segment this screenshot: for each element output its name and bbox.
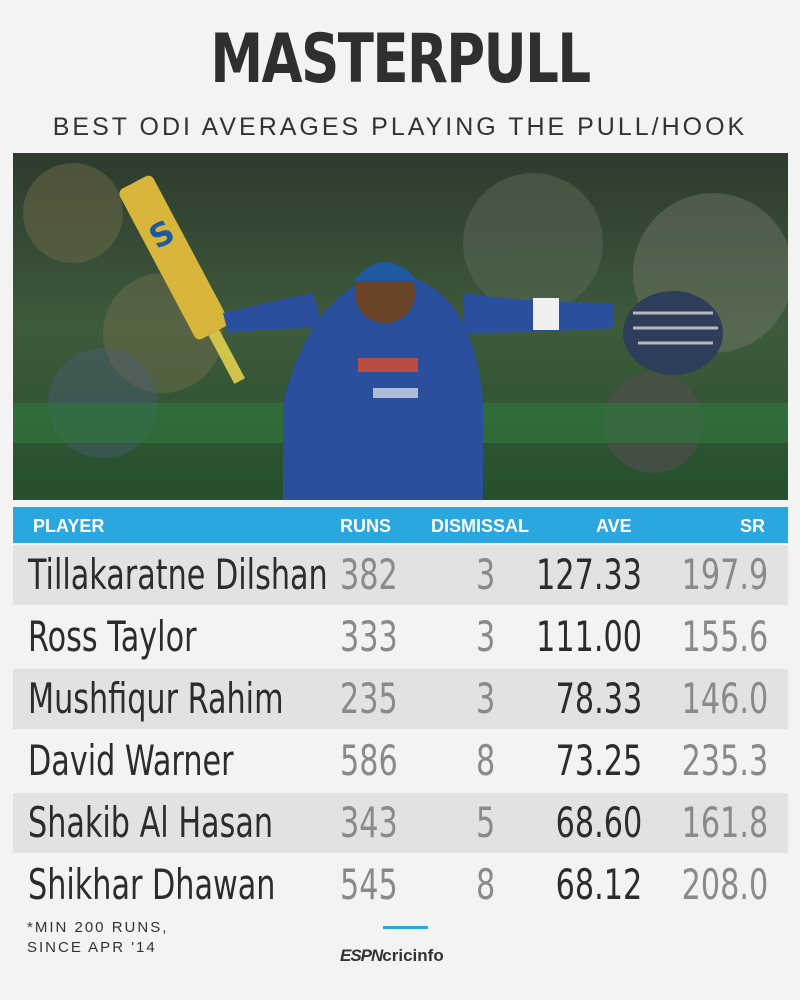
runs-value: 343 bbox=[340, 798, 398, 847]
table-row: David Warner 586 8 73.25 235.3 bbox=[13, 731, 788, 791]
runs-value: 545 bbox=[340, 860, 398, 909]
player-name: Tillakaratne Dilshan bbox=[28, 550, 328, 599]
strike-rate-value: 197.9 bbox=[681, 550, 768, 599]
espncricinfo-logo: ESPNcricinfo bbox=[340, 946, 444, 966]
average-value: 73.25 bbox=[555, 736, 642, 785]
table-row: Mushfiqur Rahim 235 3 78.33 146.0 bbox=[13, 669, 788, 729]
player-name: Ross Taylor bbox=[28, 612, 197, 661]
page-subtitle: BEST ODI AVERAGES PLAYING THE PULL/HOOK bbox=[52, 113, 748, 141]
strike-rate-value: 161.8 bbox=[681, 798, 768, 847]
accent-divider bbox=[383, 926, 428, 929]
logo-espn: ESPN bbox=[340, 946, 383, 965]
dismissal-value: 8 bbox=[476, 860, 496, 909]
footnote-line-2: SINCE APR '14 bbox=[27, 939, 157, 956]
player-name: Mushfiqur Rahim bbox=[28, 674, 284, 723]
header-player: PLAYER bbox=[33, 516, 105, 536]
strike-rate-value: 235.3 bbox=[681, 736, 768, 785]
header-dismissal: DISMISSAL bbox=[431, 516, 530, 536]
table-row: Ross Taylor 333 3 111.00 155.6 bbox=[13, 607, 788, 667]
header-ave: AVE bbox=[596, 516, 632, 536]
table-header: PLAYER RUNS DISMISSAL AVE SR bbox=[13, 507, 788, 543]
table-row: Shakib Al Hasan 343 5 68.60 161.8 bbox=[13, 793, 788, 853]
header-runs: RUNS bbox=[340, 516, 392, 536]
dismissal-value: 3 bbox=[476, 612, 496, 661]
player-name: Shikhar Dhawan bbox=[28, 860, 276, 909]
average-value: 111.00 bbox=[536, 612, 642, 661]
footnote-line-1: *MIN 200 RUNS, bbox=[27, 919, 169, 936]
average-value: 78.33 bbox=[555, 674, 642, 723]
page-title: MASTERPULL bbox=[210, 20, 591, 99]
hero-photo: S bbox=[13, 153, 788, 500]
logo-cricinfo: cricinfo bbox=[382, 946, 444, 965]
runs-value: 586 bbox=[340, 736, 398, 785]
runs-value: 333 bbox=[340, 612, 398, 661]
strike-rate-value: 208.0 bbox=[681, 860, 768, 909]
runs-value: 382 bbox=[340, 550, 398, 599]
table-row: Tillakaratne Dilshan 382 3 127.33 197.9 bbox=[13, 545, 788, 605]
player-name: Shakib Al Hasan bbox=[28, 798, 274, 847]
average-value: 68.12 bbox=[555, 860, 642, 909]
dismissal-value: 3 bbox=[476, 550, 496, 599]
strike-rate-value: 155.6 bbox=[681, 612, 768, 661]
player-name: David Warner bbox=[28, 736, 234, 785]
dismissal-value: 3 bbox=[476, 674, 496, 723]
strike-rate-value: 146.0 bbox=[681, 674, 768, 723]
header-sr: SR bbox=[740, 516, 766, 536]
table-row: Shikhar Dhawan 545 8 68.12 208.0 bbox=[13, 855, 788, 915]
average-value: 127.33 bbox=[536, 550, 642, 599]
dismissal-value: 5 bbox=[476, 798, 496, 847]
footnote: *MIN 200 RUNS, SINCE APR '14 bbox=[27, 918, 168, 958]
average-value: 68.60 bbox=[555, 798, 642, 847]
runs-value: 235 bbox=[340, 674, 398, 723]
dismissal-value: 8 bbox=[476, 736, 496, 785]
